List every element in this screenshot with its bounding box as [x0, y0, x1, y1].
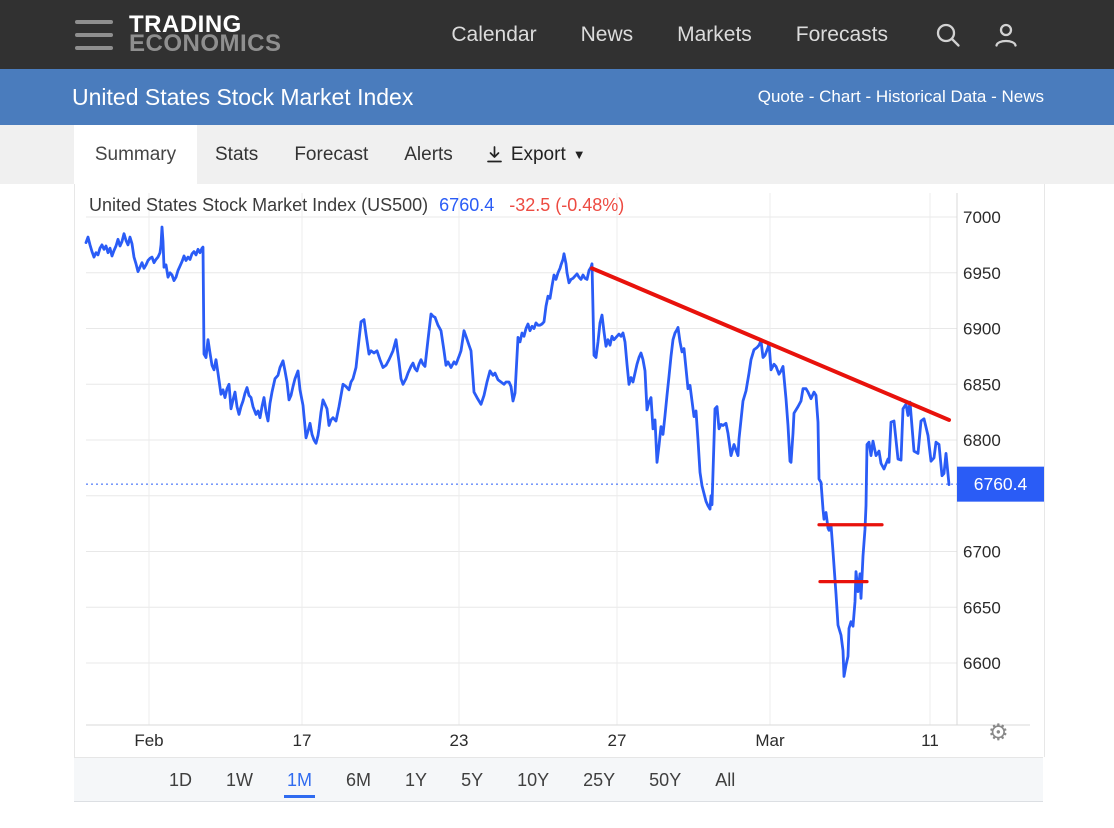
y-tick-label: 6650 [963, 598, 1001, 617]
tab-summary[interactable]: Summary [74, 125, 197, 184]
range-25y[interactable]: 25Y [583, 770, 616, 790]
y-tick-label: 6950 [963, 264, 1001, 283]
trendline-annotation[interactable] [590, 266, 951, 422]
tab-stats[interactable]: Stats [215, 143, 259, 165]
current-price-badge [957, 466, 1044, 502]
y-tick-label: 6800 [963, 431, 1001, 450]
y-tick-label: 7000 [963, 208, 1001, 227]
x-tick-label: 11 [921, 731, 939, 750]
range-50y[interactable]: 50Y [649, 770, 682, 790]
chart-instrument-label: United States Stock Market Index (US500) [89, 195, 429, 215]
site-header: TRADING ECONOMICS Calendar News Markets For… [0, 0, 1114, 69]
y-tick-label: 6850 [963, 375, 1001, 394]
logo[interactable]: TRADING ECONOMICS [129, 11, 282, 57]
quick-link-chart[interactable]: Chart [819, 87, 861, 106]
search-icon[interactable] [934, 21, 962, 49]
quick-link-historical-data[interactable]: Historical Data [875, 87, 987, 106]
chevron-down-icon: ▼ [572, 147, 586, 162]
x-tick-label: Feb [134, 731, 163, 750]
nav-item-news[interactable]: News [580, 22, 634, 46]
x-tick-label: Mar [755, 731, 785, 750]
range-5y[interactable]: 5Y [461, 770, 484, 790]
main-nav: Calendar News Markets Forecasts [451, 23, 888, 47]
chart-card: United States Stock Market Index (US500)… [74, 184, 1045, 757]
chart-settings-gear-icon[interactable]: ⚙ [988, 720, 1009, 746]
tab-alerts[interactable]: Alerts [404, 143, 453, 165]
current-price-badge-label: 6760.4 [974, 474, 1028, 494]
logo-line2: ECONOMICS [129, 30, 282, 57]
tab-band: Summary Stats Forecast Alerts Export ▼ [0, 125, 1114, 184]
page-title: United States Stock Market Index [72, 83, 414, 110]
x-tick-label: 17 [293, 731, 312, 750]
range-1y[interactable]: 1Y [405, 770, 428, 790]
logo-line1: TRADING [129, 11, 242, 38]
download-icon [486, 146, 502, 163]
chart-price-change: -32.5 (-0.48%) [509, 195, 625, 215]
instrument-title-bar: United States Stock Market Index Quote -… [0, 69, 1114, 125]
range-1w[interactable]: 1W [226, 770, 254, 790]
user-account-icon[interactable] [992, 21, 1020, 49]
y-tick-label: 6700 [963, 543, 1001, 562]
quick-links: Quote - Chart - Historical Data - News [757, 87, 1044, 106]
hamburger-menu-icon[interactable] [75, 19, 113, 50]
chart-title: United States Stock Market Index (US500)… [89, 195, 624, 216]
time-range-bar: 1D 1W 1M 6M 1Y 5Y 10Y 25Y 50Y All [74, 757, 1043, 802]
nav-item-markets[interactable]: Markets [677, 22, 752, 46]
range-1m[interactable]: 1M [284, 761, 316, 798]
y-tick-label: 6600 [963, 654, 1001, 673]
range-all[interactable]: All [715, 770, 736, 790]
nav-item-calendar[interactable]: Calendar [451, 22, 537, 46]
range-6m[interactable]: 6M [346, 770, 372, 790]
tab-forecast[interactable]: Forecast [294, 143, 369, 165]
range-1d[interactable]: 1D [169, 770, 193, 790]
export-button[interactable]: Export ▼ [471, 125, 600, 184]
quick-link-news[interactable]: News [1001, 87, 1044, 106]
y-tick-label: 6900 [963, 320, 1001, 339]
export-label: Export [510, 143, 566, 165]
x-tick-label: 27 [608, 731, 627, 750]
price-line-series [84, 225, 951, 678]
nav-item-forecasts[interactable]: Forecasts [795, 22, 888, 46]
quick-link-quote[interactable]: Quote [757, 87, 805, 106]
range-10y[interactable]: 10Y [517, 770, 550, 790]
x-tick-label: 23 [450, 731, 469, 750]
price-chart[interactable]: 7000 6950 6900 6850 6800 6700 6650 6600 Feb 17 23 2… [75, 184, 1044, 757]
chart-last-price: 6760.4 [439, 195, 495, 215]
